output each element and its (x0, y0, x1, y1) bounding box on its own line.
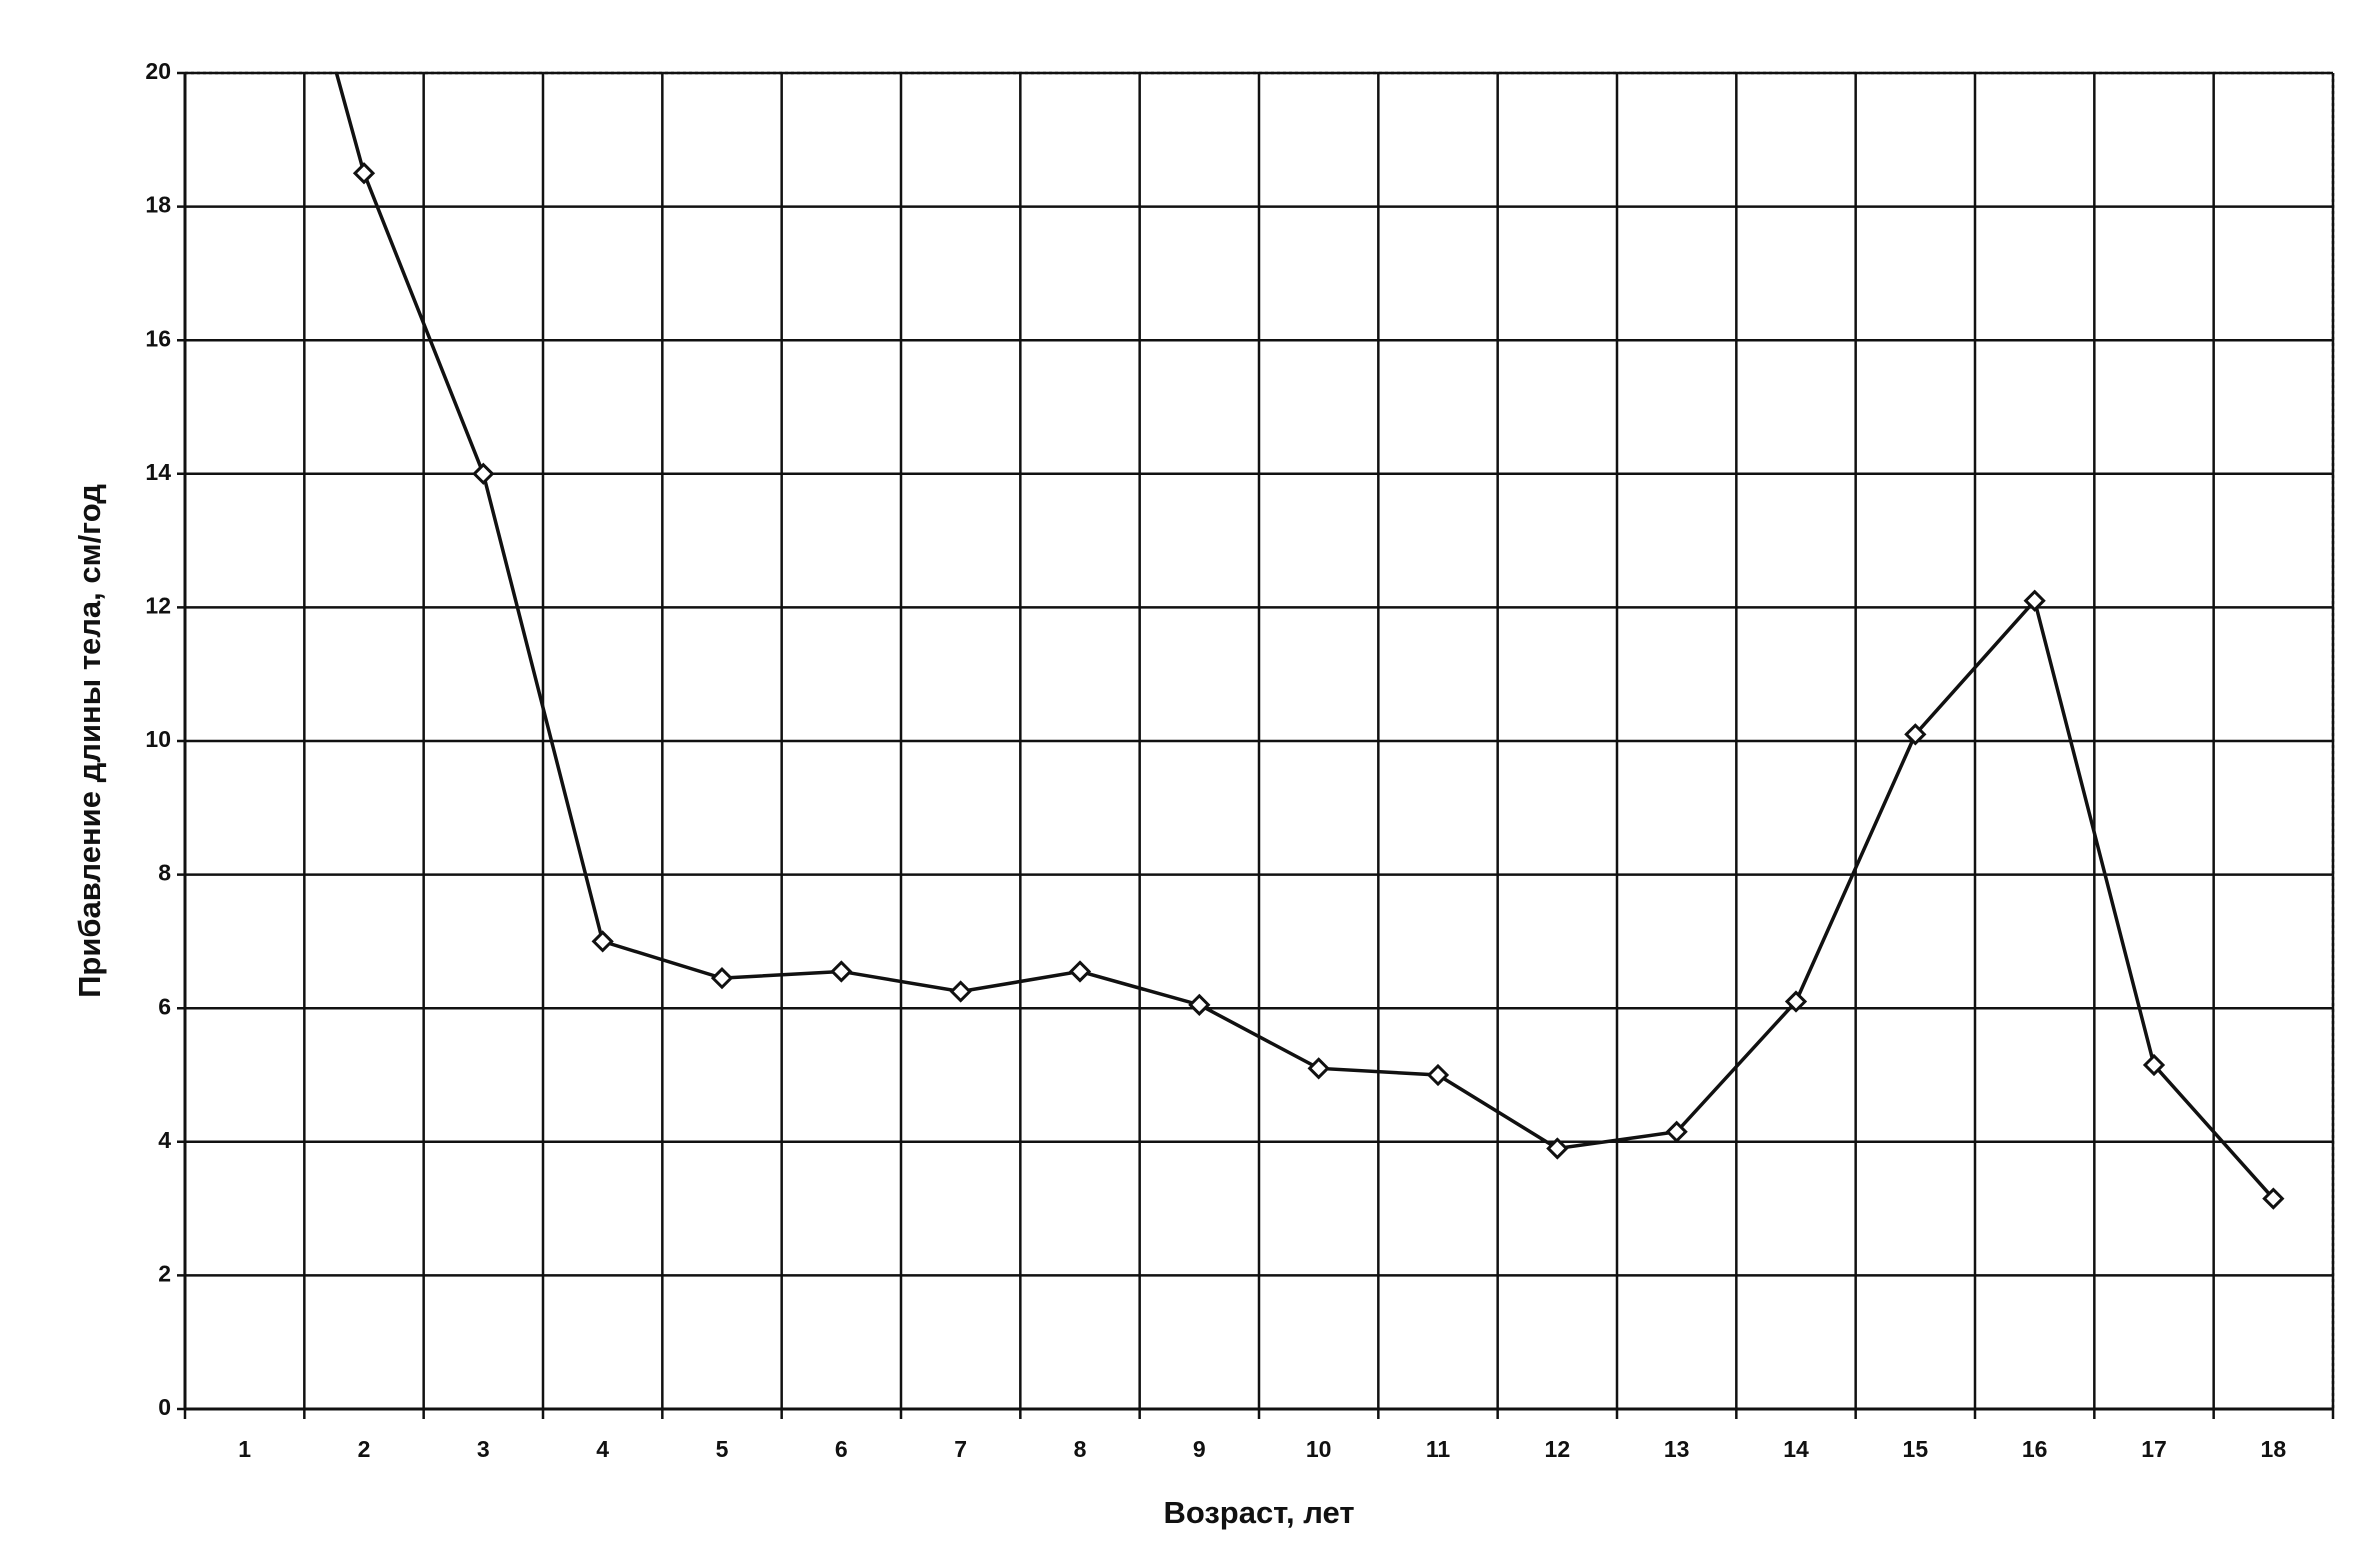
y-axis-title: Прибавление длины тела, см/год (72, 484, 107, 998)
x-tick-label: 8 (1074, 1436, 1087, 1462)
y-tick-label: 8 (158, 860, 171, 886)
x-tick-label: 14 (1783, 1436, 1809, 1462)
x-tick-label: 17 (2141, 1436, 2167, 1462)
x-tick-label: 9 (1193, 1436, 1206, 1462)
x-tick-label: 3 (477, 1436, 490, 1462)
data-marker (830, 960, 853, 983)
x-tick-label: 10 (1306, 1436, 1332, 1462)
y-tick-label: 10 (145, 726, 171, 752)
y-tick-label: 0 (158, 1394, 171, 1420)
x-tick-label: 6 (835, 1436, 848, 1462)
y-tick-label: 12 (145, 592, 171, 618)
data-marker (1188, 993, 1211, 1016)
data-marker (710, 967, 734, 990)
data-marker (949, 980, 972, 1003)
data-line (334, 73, 2275, 1200)
x-tick-label: 18 (2261, 1436, 2287, 1462)
y-tick-label: 2 (158, 1260, 171, 1286)
plot-area (334, 73, 2285, 1210)
y-tick-label: 20 (145, 58, 171, 84)
x-tick-label: 11 (1426, 1436, 1451, 1462)
x-tick-label: 13 (1664, 1436, 1690, 1462)
data-marker (1068, 960, 1092, 983)
x-tick-label: 2 (358, 1436, 371, 1462)
x-tick-label: 4 (596, 1436, 609, 1462)
y-tick-label: 14 (145, 459, 171, 485)
y-tick-label: 6 (158, 993, 171, 1019)
data-marker (2142, 1053, 2166, 1077)
data-marker (591, 930, 614, 953)
y-tick-label: 4 (158, 1127, 171, 1153)
data-marker (1426, 1063, 1450, 1087)
data-marker (352, 162, 376, 185)
x-axis-title: Возраст, лет (1163, 1495, 1354, 1530)
x-tick-label: 15 (1903, 1436, 1929, 1462)
x-tick-label: 12 (1545, 1436, 1571, 1462)
data-marker (1546, 1137, 1569, 1160)
x-tick-label: 5 (716, 1436, 729, 1462)
data-marker (1665, 1120, 1688, 1143)
x-tick-label: 1 (238, 1436, 251, 1462)
data-marker (1904, 723, 1927, 746)
data-marker (472, 462, 495, 485)
x-tick-label: 7 (954, 1436, 967, 1462)
data-marker (1307, 1057, 1330, 1080)
y-tick-label: 16 (145, 325, 171, 351)
data-marker (1784, 990, 1808, 1013)
data-marker (2023, 589, 2046, 612)
y-tick-label: 18 (145, 192, 171, 218)
x-tick-label: 16 (2022, 1436, 2048, 1462)
data-marker (2262, 1187, 2285, 1210)
